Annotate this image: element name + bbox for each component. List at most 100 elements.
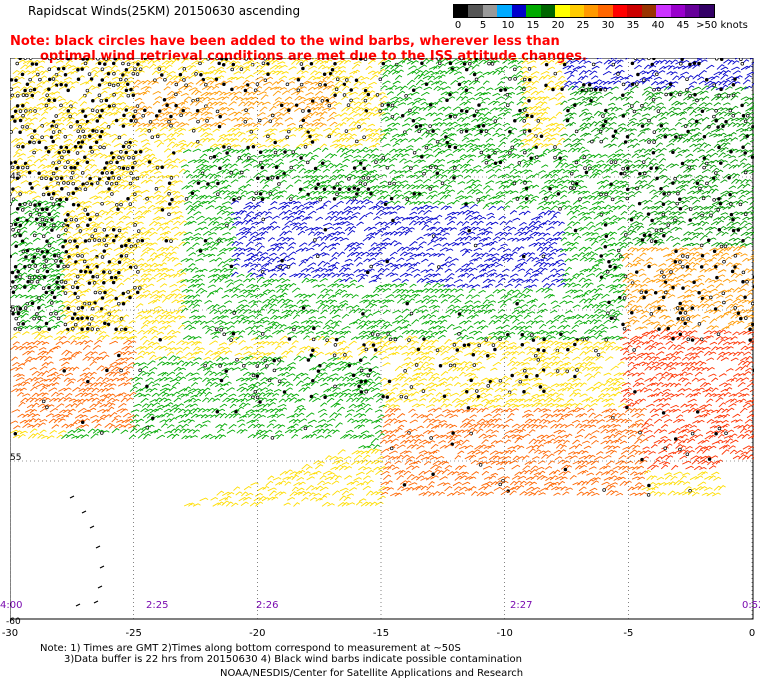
wind-barb [727, 111, 736, 117]
colorbar-segment [685, 5, 700, 17]
wind-barb [550, 173, 558, 179]
wind-barb [367, 123, 376, 127]
contamination-marker [13, 109, 18, 114]
contamination-marker [10, 223, 13, 227]
contamination-marker [49, 196, 54, 201]
wind-barb [511, 113, 521, 117]
contamination-marker [342, 82, 347, 87]
wind-barb [346, 210, 354, 216]
contamination-marker [453, 145, 458, 150]
wind-barb [396, 69, 404, 75]
contamination-marker [28, 58, 33, 60]
contamination-marker [301, 109, 305, 113]
contamination-marker [347, 177, 351, 181]
wind-barb [137, 122, 147, 127]
wind-barb [750, 116, 754, 122]
wind-barb [22, 60, 32, 65]
contamination-marker [218, 166, 222, 170]
contamination-marker [428, 124, 432, 128]
wind-barb [701, 85, 710, 91]
wind-barb [408, 65, 417, 70]
wind-barb [296, 101, 306, 106]
contamination-marker [100, 255, 105, 259]
wind-barb [89, 249, 98, 253]
wind-barb [476, 116, 484, 122]
wind-barb [351, 212, 361, 216]
wind-barb [92, 201, 101, 206]
wind-barb [219, 91, 227, 96]
wind-barb [219, 80, 227, 85]
wind-barb [442, 117, 452, 122]
wind-barb [311, 121, 320, 127]
wind-barb [279, 87, 288, 91]
wind-barb [324, 59, 333, 64]
wind-barb [404, 128, 413, 133]
colorbar-segment [699, 5, 714, 17]
contamination-marker [182, 78, 186, 82]
wind-barb [423, 148, 433, 154]
wind-barb [555, 92, 563, 97]
wind-barb [126, 210, 134, 216]
wind-barb [65, 133, 73, 138]
wind-barb [485, 118, 493, 123]
wind-barb [327, 65, 335, 70]
wind-barb [312, 96, 321, 102]
wind-barb [190, 69, 200, 75]
wind-barb [31, 69, 40, 75]
contamination-marker [16, 165, 20, 170]
wind-barb [610, 116, 618, 121]
contamination-marker [27, 170, 32, 175]
wind-barb [173, 220, 181, 226]
wind-barb [132, 59, 141, 66]
contamination-marker [143, 108, 147, 113]
wind-barb [308, 96, 317, 102]
wind-barb [634, 180, 643, 185]
contamination-marker [47, 77, 52, 82]
contamination-marker [10, 165, 15, 170]
contamination-marker [66, 181, 70, 185]
contamination-marker [524, 197, 529, 201]
contamination-marker [621, 114, 626, 118]
wind-barb [367, 70, 376, 75]
wind-barb [11, 75, 20, 81]
contamination-marker [147, 129, 151, 133]
wind-barb [543, 106, 551, 112]
contamination-marker [503, 88, 508, 92]
wind-barb [369, 74, 379, 81]
contamination-marker [363, 58, 368, 61]
wind-barb [631, 153, 640, 158]
contamination-marker [14, 78, 18, 83]
wind-barb [507, 132, 515, 138]
contamination-marker [721, 124, 725, 129]
wind-barb [335, 80, 343, 86]
wind-barb [643, 64, 651, 70]
wind-barb [565, 123, 573, 127]
contamination-marker [224, 58, 228, 61]
contamination-marker [23, 58, 28, 60]
wind-barb [580, 206, 588, 210]
wind-barb [267, 143, 275, 148]
wind-barb [610, 86, 619, 91]
contamination-marker [523, 181, 527, 185]
wind-barb [308, 241, 316, 246]
wind-barb [382, 69, 391, 76]
wind-barb [567, 106, 575, 111]
wind-barb [29, 117, 38, 122]
wind-barb [656, 70, 666, 75]
wind-barb [591, 75, 599, 80]
wind-barb [699, 90, 709, 95]
map-frame [10, 58, 754, 620]
wind-barb [334, 226, 343, 231]
contamination-marker [291, 150, 295, 154]
contamination-marker [10, 78, 14, 82]
wind-barb [662, 127, 670, 133]
wind-barb [396, 206, 406, 211]
wind-barb [637, 131, 646, 137]
contamination-marker [32, 255, 37, 259]
wind-barb [92, 125, 101, 132]
wind-barb [135, 107, 144, 112]
wind-barb [614, 199, 624, 205]
wind-barb [578, 215, 588, 221]
wind-barb [461, 127, 470, 133]
contamination-marker [409, 166, 413, 171]
